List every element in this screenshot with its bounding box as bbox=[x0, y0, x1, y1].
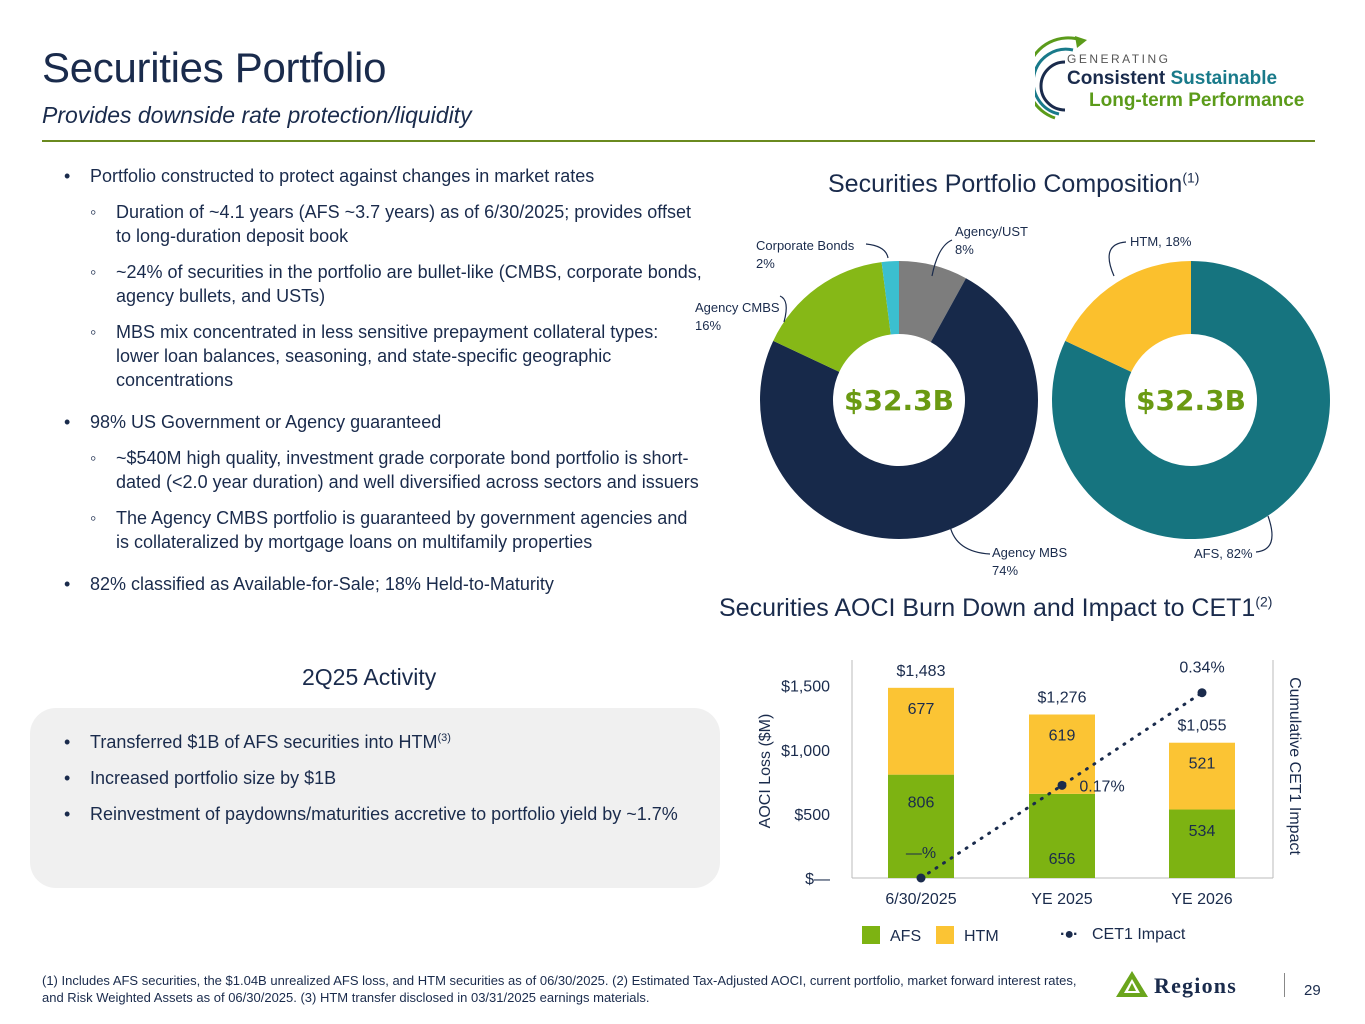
label-agency-ust: Agency/UST bbox=[955, 224, 1028, 239]
label-corporate-bonds: Corporate Bonds bbox=[756, 238, 855, 253]
bar-value-htm: 619 bbox=[1049, 728, 1076, 745]
legend-htm-swatch bbox=[936, 926, 954, 944]
bar-htm bbox=[888, 687, 954, 775]
bar-value-htm: 677 bbox=[908, 701, 935, 718]
sub-bullet-item: MBS mix concentrated in less sensitive p… bbox=[64, 320, 704, 392]
label-htm: HTM, 18% bbox=[1130, 234, 1192, 249]
activity-title: 2Q25 Activity bbox=[302, 664, 437, 690]
legend-cet1: ·●· CET1 Impact bbox=[1060, 926, 1186, 943]
bullet-item: Portfolio constructed to protect against… bbox=[64, 164, 704, 188]
donut-slice-corporate-bonds bbox=[881, 261, 899, 335]
logo-sustainable: Sustainable bbox=[1170, 68, 1278, 89]
sub-bullet-item: The Agency CMBS portfolio is guaranteed … bbox=[64, 506, 704, 554]
y-tick-label: $500 bbox=[794, 807, 830, 824]
activity-item: Increased portfolio size by $1B bbox=[64, 766, 690, 790]
circular-arrow-icon bbox=[1035, 36, 1087, 120]
x-tick-label: YE 2026 bbox=[1171, 891, 1232, 908]
label-agency-cmbs: Agency CMBS bbox=[695, 300, 780, 315]
callout-line bbox=[865, 243, 889, 259]
y-tick-label: $1,500 bbox=[781, 679, 830, 696]
logo-consistent: Consistent bbox=[1067, 68, 1166, 89]
bullet-item: 82% classified as Available-for-Sale; 18… bbox=[64, 572, 704, 596]
cet1-line bbox=[919, 691, 1204, 880]
footnote: (1) Includes AFS securities, the $1.04B … bbox=[42, 973, 1077, 1005]
aoci-bar-chart: AOCI Loss ($M) Cumulative CET1 Impact $—… bbox=[757, 660, 1303, 908]
y2-axis-title: Cumulative CET1 Impact bbox=[1286, 677, 1303, 855]
bullet-list: Portfolio constructed to protect against… bbox=[64, 164, 704, 608]
page-title: Securities Portfolio bbox=[42, 44, 387, 91]
donut-slice-agency-cmbs bbox=[773, 262, 891, 372]
afs-htm-donut-chart bbox=[1052, 261, 1330, 540]
donut-slice-agency-ust bbox=[899, 261, 966, 343]
bar-total-label: $1,483 bbox=[897, 663, 946, 680]
sub-bullet-item: Duration of ~4.1 years (AFS ~3.7 years) … bbox=[64, 200, 704, 248]
bar-htm bbox=[1169, 742, 1235, 810]
regions-wordmark: Regions bbox=[1154, 973, 1237, 998]
logo-tagline-bottom: Long-term Performance bbox=[1089, 90, 1305, 111]
callout-line bbox=[949, 525, 991, 555]
donut1-center-label: $32.3B bbox=[844, 384, 954, 417]
bar-value-afs: 534 bbox=[1189, 823, 1216, 840]
bar-afs bbox=[1169, 809, 1235, 878]
y-tick-label: $1,000 bbox=[781, 743, 830, 760]
label-afs: AFS, 82% bbox=[1194, 546, 1253, 561]
callout-line bbox=[779, 295, 787, 323]
bar-value-afs: 806 bbox=[908, 795, 935, 812]
generating-performance-logo: GENERATING Consistent Sustainable Long-t… bbox=[1035, 28, 1325, 128]
callout-line bbox=[1108, 241, 1127, 277]
logo-tagline-middle: Consistent Sustainable bbox=[1067, 68, 1277, 90]
label-agency-mbs: Agency MBS bbox=[992, 545, 1067, 560]
donut-slice-afs bbox=[1052, 261, 1330, 540]
x-tick-label: YE 2025 bbox=[1031, 891, 1092, 908]
page-subtitle: Provides downside rate protection/liquid… bbox=[42, 102, 472, 128]
cet1-label: —% bbox=[906, 845, 936, 862]
callout-line bbox=[1255, 515, 1273, 553]
composition-donut-chart bbox=[760, 261, 1038, 540]
legend-htm: HTM bbox=[936, 926, 999, 946]
activity-item: Transferred $1B of AFS securities into H… bbox=[64, 730, 690, 754]
composition-heading: Securities Portfolio Composition(1) bbox=[828, 169, 1200, 198]
y-axis-title: AOCI Loss ($M) bbox=[757, 714, 774, 829]
activity-item: Reinvestment of paydowns/maturities accr… bbox=[64, 802, 690, 826]
bar-value-htm: 521 bbox=[1189, 756, 1216, 773]
title-divider bbox=[42, 140, 1315, 142]
regions-pyramid-icon bbox=[1116, 971, 1148, 997]
cet1-label: 0.17% bbox=[1079, 778, 1124, 795]
cet1-label: 0.34% bbox=[1179, 660, 1224, 677]
bar-afs bbox=[1029, 793, 1095, 878]
bar-afs bbox=[888, 774, 954, 878]
donut-slice-agency-mbs bbox=[760, 278, 1038, 540]
callout-line bbox=[931, 239, 953, 277]
bullet-item: 98% US Government or Agency guaranteed bbox=[64, 410, 704, 434]
y-tick-label: $— bbox=[805, 871, 830, 888]
aoci-heading: Securities AOCI Burn Down and Impact to … bbox=[719, 593, 1273, 622]
bar-value-afs: 656 bbox=[1049, 851, 1076, 868]
bar-total-label: $1,276 bbox=[1038, 690, 1087, 707]
donut2-center-label: $32.3B bbox=[1136, 384, 1246, 417]
logo-tagline-top: GENERATING bbox=[1067, 52, 1171, 66]
activity-box: Transferred $1B of AFS securities into H… bbox=[30, 708, 720, 888]
cet1-point bbox=[1197, 688, 1207, 698]
donut-slice-htm bbox=[1065, 261, 1191, 372]
value-agency-ust: 8% bbox=[955, 242, 974, 257]
cet1-point bbox=[1057, 780, 1067, 790]
value-agency-cmbs: 16% bbox=[695, 318, 721, 333]
page-number: 29 bbox=[1304, 982, 1321, 999]
sub-bullet-item: ~$540M high quality, investment grade co… bbox=[64, 446, 704, 494]
legend-afs: AFS bbox=[862, 926, 921, 946]
bar-htm bbox=[1029, 714, 1095, 794]
value-agency-mbs: 74% bbox=[992, 563, 1018, 578]
legend-afs-swatch bbox=[862, 926, 880, 944]
legend-cet1-marker: ·●· bbox=[1060, 926, 1078, 943]
bar-total-label: $1,055 bbox=[1178, 718, 1227, 735]
sub-bullet-item: ~24% of securities in the portfolio are … bbox=[64, 260, 704, 308]
brand-separator bbox=[1284, 973, 1285, 997]
value-corporate-bonds: 2% bbox=[756, 256, 775, 271]
regions-logo: Regions bbox=[1114, 969, 1294, 1001]
cet1-point bbox=[916, 873, 926, 883]
x-tick-label: 6/30/2025 bbox=[885, 891, 956, 908]
